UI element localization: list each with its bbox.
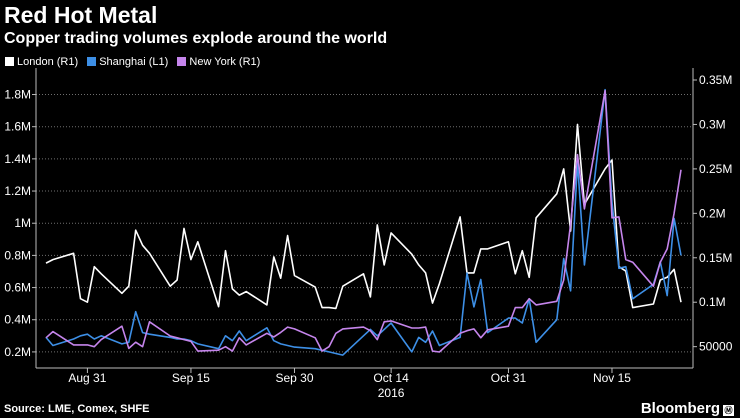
- left-axis-tick-label-8: 1.6M: [4, 120, 31, 134]
- legend-swatch-shanghai: [87, 57, 97, 66]
- x-axis-tick-label-5: Oct 31: [491, 371, 527, 385]
- right-axis-tick-label-6: 0.3M: [699, 117, 726, 131]
- x-axis-tick-label-6: Nov 15: [593, 371, 631, 385]
- left-axis-tick-label-6: 1.2M: [4, 184, 31, 198]
- left-axis-tick-label-4: 0.8M: [4, 248, 31, 262]
- left-axis-tick-label-7: 1.4M: [4, 152, 31, 166]
- x-axis-tick-label-4: Oct 14: [373, 371, 409, 385]
- legend-label-new-york: New York (R1): [189, 56, 261, 68]
- brand-mark-icon: Ⓜ: [723, 405, 734, 416]
- x-axis-year-label: 2016: [378, 386, 405, 400]
- x-axis-tick-label-3: Sep 30: [275, 371, 313, 385]
- source-note: Source: LME, Comex, SHFE: [4, 403, 150, 415]
- legend-label-shanghai: Shanghai (L1): [99, 56, 169, 68]
- right-axis-tick-label-5: 0.25M: [699, 162, 732, 176]
- brand-name: Bloomberg: [640, 400, 720, 417]
- page-title: Red Hot Metal: [4, 2, 158, 28]
- right-axis-tick-label-2: 0.1M: [699, 295, 726, 309]
- right-axis-tick-label-1: 50000: [699, 340, 733, 354]
- x-axis-tick-label-2: Sep 15: [172, 371, 210, 385]
- brand-logo: Bloomberg Ⓜ: [641, 400, 734, 417]
- left-axis-tick-label-9: 1.8M: [4, 88, 31, 102]
- right-axis-tick-label-4: 0.2M: [699, 206, 726, 220]
- left-axis-tick-label-2: 0.4M: [4, 313, 31, 327]
- legend-label-london: London (R1): [17, 56, 79, 68]
- series-line-new-york: [45, 89, 682, 353]
- series-line-london: [45, 123, 682, 310]
- legend-swatch-new-york: [177, 57, 187, 66]
- legend-swatch-london: [5, 57, 14, 66]
- left-axis-tick-label-5: 1M: [14, 216, 31, 230]
- legend: London (R1) Shanghai (L1) New York (R1): [5, 55, 266, 69]
- right-axis-tick-label-3: 0.15M: [699, 251, 732, 265]
- series-line-shanghai: [45, 88, 682, 356]
- right-axis-tick-label-7: 0.35M: [699, 73, 732, 87]
- x-axis-tick-label-1: Aug 31: [68, 371, 106, 385]
- legend-item-london: London (R1): [5, 55, 78, 69]
- left-axis-tick-label-1: 0.2M: [4, 345, 31, 359]
- legend-item-shanghai: Shanghai (L1): [87, 55, 168, 69]
- page-subtitle: Copper trading volumes explode around th…: [4, 30, 388, 47]
- legend-item-new-york: New York (R1): [177, 55, 260, 69]
- left-axis-tick-label-3: 0.6M: [4, 281, 31, 295]
